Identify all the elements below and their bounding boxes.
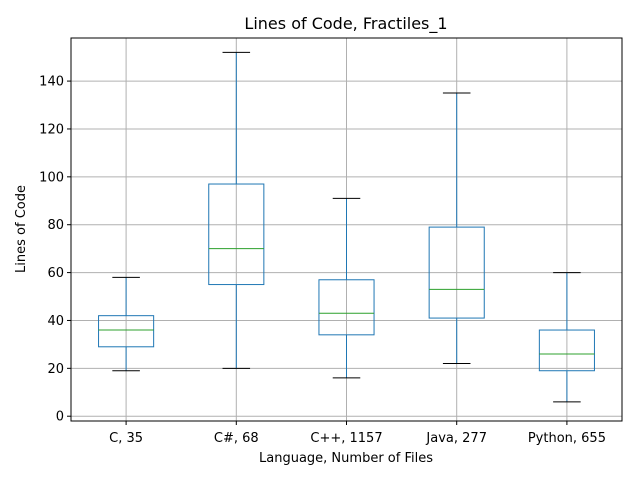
x-axis-label: Language, Number of Files [259, 451, 433, 466]
x-axis-ticks: C, 35 C#, 68 C++, 1157 Java, 277 Python, 655 [109, 421, 606, 446]
y-axis-ticks: 0 20 40 60 80 100 120 140 [39, 75, 71, 425]
box-series [98, 51, 595, 403]
x-tick-label: Java, 277 [425, 431, 487, 446]
x-tick-label: C, 35 [109, 431, 143, 446]
x-tick-label: C#, 68 [214, 431, 259, 446]
y-tick-label: 140 [39, 75, 64, 90]
box-group [98, 276, 155, 372]
y-tick-label: 100 [39, 170, 64, 185]
iqr-box [98, 315, 155, 348]
box-group [318, 197, 375, 379]
iqr-box [318, 279, 375, 336]
x-tick-label: C++, 1157 [310, 431, 382, 446]
y-tick-label: 120 [39, 122, 64, 137]
chart-title: Lines of Code, Fractiles_1 [244, 14, 447, 34]
y-tick-label: 40 [47, 314, 64, 329]
plot-area-frame [70, 37, 623, 422]
y-tick-label: 0 [56, 410, 64, 425]
box-group [208, 51, 265, 369]
iqr-box [538, 329, 595, 372]
iqr-box [428, 226, 485, 319]
box-group [538, 272, 595, 403]
x-tick-label: Python, 655 [528, 431, 606, 446]
y-tick-label: 20 [47, 362, 64, 377]
iqr-box [208, 183, 265, 286]
y-axis-label: Lines of Code [14, 185, 29, 273]
y-tick-label: 80 [47, 218, 64, 233]
y-tick-label: 60 [47, 266, 64, 281]
box-group [428, 92, 485, 365]
